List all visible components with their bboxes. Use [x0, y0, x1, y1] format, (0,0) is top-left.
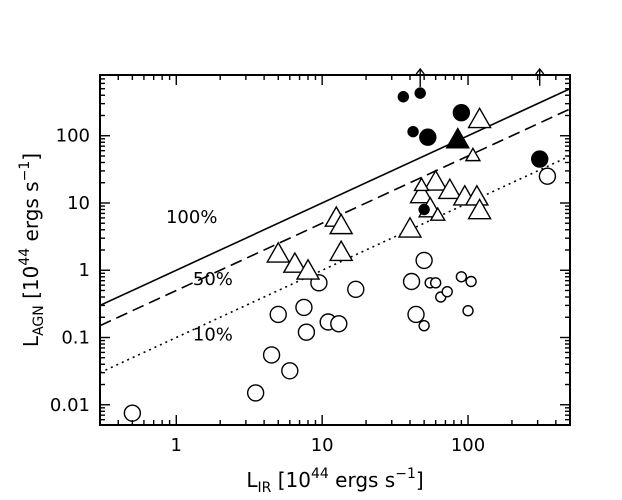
- open-triangle-point: [266, 241, 291, 263]
- y-tick-label: 10: [67, 193, 90, 214]
- open-circle-point: [297, 323, 316, 341]
- filled-circle-point: [418, 203, 430, 216]
- line-label: 50%: [193, 269, 233, 290]
- open-triangle-point: [423, 169, 448, 191]
- open-triangle-point: [467, 106, 492, 129]
- open-triangle-point: [295, 258, 321, 280]
- open-circle-point: [262, 346, 281, 364]
- x-tick-label: 10: [311, 435, 334, 456]
- filled-circle-point: [407, 125, 419, 138]
- open-triangle-point: [282, 251, 308, 273]
- filled-circle-point: [531, 150, 549, 168]
- filled-circle-point: [397, 91, 410, 103]
- x-axis-label: LIR [1044 ergs s−1]: [246, 466, 423, 496]
- open-triangle-point: [397, 216, 423, 238]
- filled-circle-point: [452, 104, 471, 122]
- y-tick-label: 1: [79, 260, 90, 281]
- open-circle-point: [407, 305, 425, 324]
- open-circle-point: [415, 251, 433, 270]
- filled-circle-point: [419, 128, 437, 146]
- open-circle-point: [402, 272, 421, 291]
- arrow-head: [415, 67, 425, 75]
- open-circle-point: [462, 305, 474, 317]
- open-circle-point: [281, 362, 299, 380]
- y-axis-label: LAGN [1044 ergs s−1]: [17, 153, 47, 347]
- y-tick-label: 100: [56, 126, 90, 147]
- open-circle-point: [455, 271, 468, 283]
- open-circle-point: [246, 384, 265, 402]
- open-circle-point: [465, 275, 477, 288]
- open-triangle-point: [328, 239, 354, 262]
- arrow-head: [535, 67, 545, 75]
- open-triangle-point: [437, 177, 463, 200]
- line-label: 10%: [193, 325, 233, 346]
- axis-ticks: 1 10 100 0.01 0.1 1 10 100: [50, 74, 571, 456]
- open-triangle-point: [467, 198, 492, 220]
- data-points: [123, 87, 557, 422]
- open-circle-point: [347, 280, 365, 299]
- line-dotted: [100, 155, 570, 374]
- x-tick-label: 1: [171, 435, 182, 456]
- line-solid: [100, 88, 570, 307]
- open-circle-point: [418, 319, 430, 332]
- filled-circle-point: [414, 87, 426, 99]
- open-circle-point: [429, 277, 442, 289]
- open-circle-point: [295, 298, 313, 317]
- filled-triangle-point: [445, 127, 470, 149]
- open-triangle-point: [429, 206, 446, 221]
- open-triangle-point: [409, 181, 434, 204]
- open-circle-point: [538, 167, 557, 185]
- open-triangle-point: [464, 146, 482, 162]
- open-circle-point: [330, 315, 348, 333]
- y-tick-label: 0.1: [61, 328, 90, 349]
- line-annotations: 100% 50% 10%: [166, 207, 233, 345]
- x-tick-label: 100: [451, 435, 485, 456]
- plot-frame: [99, 74, 571, 426]
- open-triangle-point: [328, 212, 354, 235]
- y-tick-label: 0.01: [50, 395, 90, 416]
- lower-limit-arrows: [415, 67, 545, 88]
- open-circle-point: [269, 305, 287, 324]
- open-circle-point: [123, 404, 142, 422]
- open-circle-point: [441, 285, 453, 298]
- line-label: 100%: [166, 207, 217, 228]
- open-triangle-point: [413, 176, 430, 192]
